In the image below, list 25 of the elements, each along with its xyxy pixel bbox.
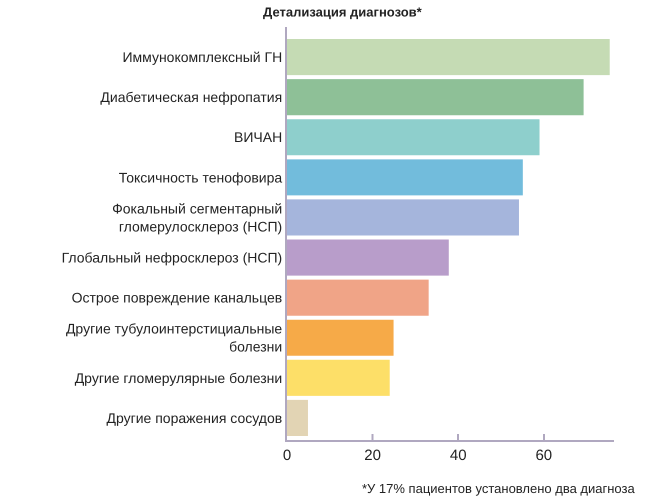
x-tick-label: 20 [364, 447, 381, 464]
bar [287, 199, 519, 236]
chart-title: Детализация диагнозов* [263, 4, 423, 20]
bar [287, 159, 523, 196]
y-tick-label: Иммунокомплексный ГН [122, 48, 282, 65]
y-tick-label: Другие тубулоинтерстициальные болезни [66, 320, 282, 355]
y-tick-label: Токсичность тенофовира [118, 169, 282, 186]
y-tick-label: Глобальный нефросклероз (НСП) [62, 249, 282, 266]
bar [287, 119, 540, 156]
bar [287, 360, 390, 396]
y-tick-label: Острое повреждение канальцев [72, 290, 282, 306]
bar [287, 39, 610, 76]
bar [287, 400, 308, 436]
bar [287, 79, 584, 116]
text: *У 17% пациентов установлено два диагноза [362, 481, 636, 496]
y-tick-label: Фокальный сегментарный гломерулосклероз (НСП) [112, 200, 282, 234]
bar [287, 320, 394, 356]
y-tick-label: Диабетическая нефропатия [100, 89, 282, 106]
y-tick-label: Другие поражения сосудов [106, 410, 282, 426]
x-tick-label: 40 [450, 447, 467, 464]
x-tick-label: 60 [535, 447, 552, 464]
bar [287, 280, 429, 316]
x-tick-label: 0 [282, 447, 292, 464]
y-tick-label: ВИЧАН [234, 129, 282, 146]
y-tick-label: Другие гломерулярные болезни [74, 370, 282, 386]
